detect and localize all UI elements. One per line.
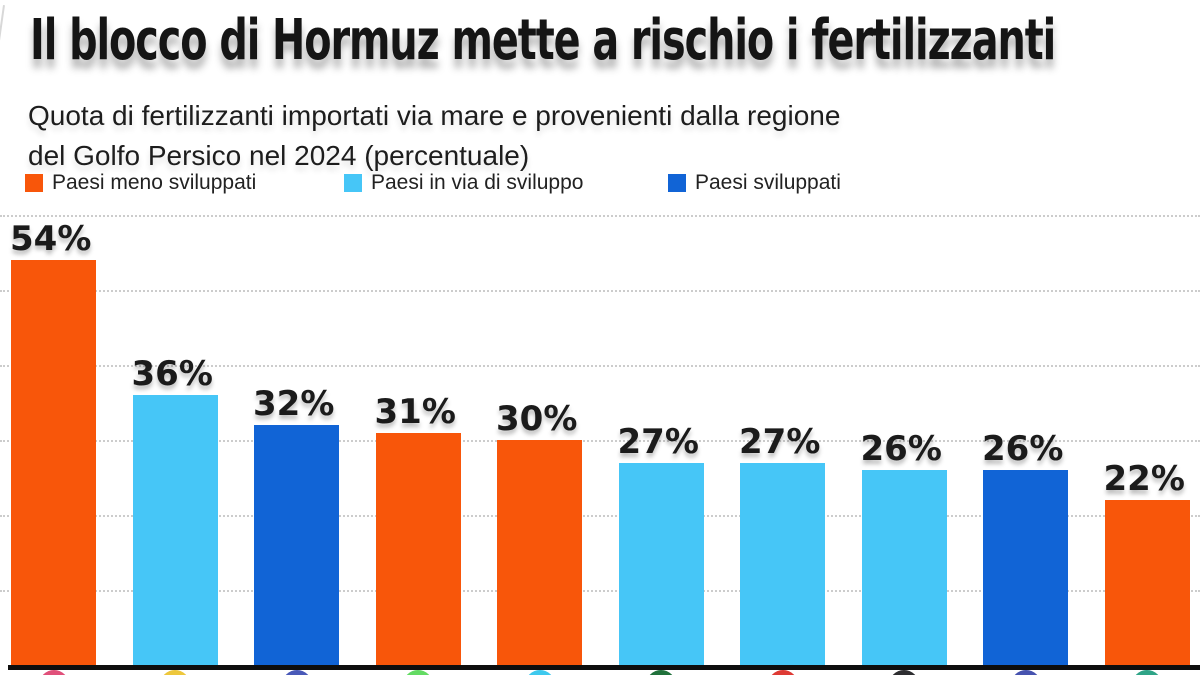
legend-label: Paesi meno sviluppati [52, 171, 257, 194]
bar-1 [11, 260, 96, 665]
bar-value-label: 32% [253, 384, 335, 424]
legend-swatch-icon [25, 174, 43, 192]
bar-4 [375, 432, 461, 665]
legend-swatch-icon [668, 174, 686, 192]
gridline-10-percent [0, 590, 1200, 592]
bar-9 [983, 470, 1068, 665]
bar-5 [497, 440, 582, 665]
gridline-30-percent [0, 440, 1200, 442]
bar-value-label: 27% [617, 421, 699, 462]
country-flag-icon [889, 670, 919, 675]
country-flag-icon [38, 670, 69, 675]
legend-label: Paesi in via di sviluppo [371, 171, 584, 194]
country-flag-icon [281, 670, 312, 675]
bar-6 [618, 462, 704, 665]
bar-value-label: 22% [1103, 459, 1185, 499]
bar-value-label: 26% [982, 429, 1064, 469]
x-axis-line [8, 665, 1200, 670]
legend-item-paesi-meno-sviluppati: Paesi meno sviluppati [25, 171, 257, 194]
country-flag-icon [767, 670, 798, 675]
chart-subtitle: Quota di fertilizzanti importati via mar… [28, 96, 840, 176]
chart-title: Il blocco di Hormuz mette a rischio i fe… [30, 8, 1056, 73]
bar-value-label: 31% [374, 391, 456, 432]
subtitle-line-2: del Golfo Persico nel 2024 (percentuale) [28, 140, 530, 171]
country-flag-icon [646, 670, 676, 675]
gridline-50-percent [0, 290, 1200, 292]
country-flag-icon [524, 670, 555, 675]
legend-label: Paesi sviluppati [695, 171, 841, 194]
bar-value-label: 54% [10, 219, 92, 259]
bar-10 [1104, 500, 1190, 665]
gridline-60-percent [0, 215, 1200, 217]
legend-swatch-icon [344, 174, 362, 192]
gridline-40-percent [0, 365, 1200, 367]
bar-value-label: 30% [496, 399, 578, 439]
bar-value-label: 26% [860, 429, 942, 469]
bar-value-label: 27% [739, 421, 821, 462]
bar-value-label: 36% [131, 354, 213, 394]
bar-7 [740, 462, 825, 665]
bar-2 [132, 395, 218, 665]
subtitle-line-1: Quota di fertilizzanti importati via mar… [28, 100, 841, 131]
country-flag-icon [1132, 670, 1162, 675]
country-flag-icon [403, 670, 433, 675]
gridline-20-percent [0, 515, 1200, 517]
country-flag-icon [160, 670, 190, 675]
legend-item-paesi-in-via-di-sviluppo: Paesi in via di sviluppo [344, 171, 584, 194]
bar-3 [254, 425, 339, 665]
country-flag-icon [1010, 670, 1041, 675]
bar-8 [861, 470, 947, 665]
legend-item-paesi-sviluppati: Paesi sviluppati [668, 171, 841, 194]
